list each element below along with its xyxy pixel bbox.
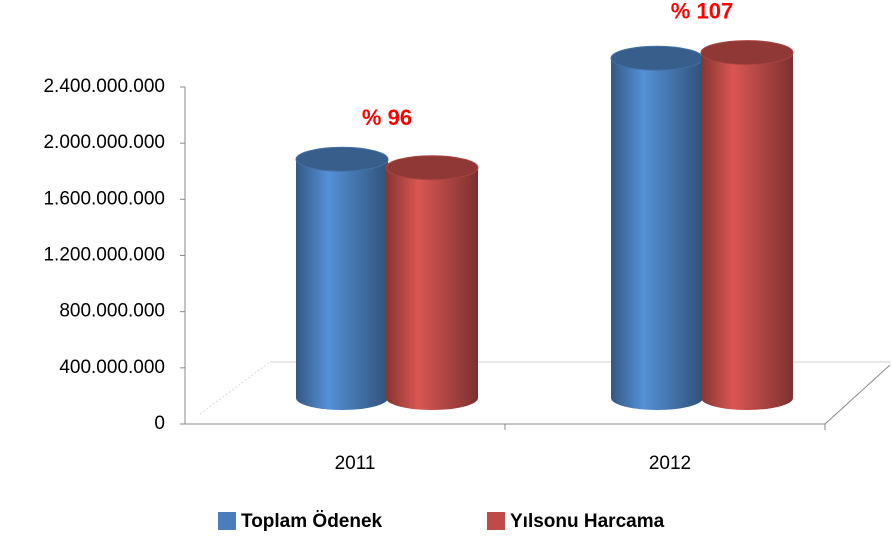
cylinder-top [385,155,479,181]
cylinder [296,159,388,410]
left-floor-edge [199,361,271,415]
x-tick-label: 2011 [335,453,376,474]
y-tick-label: 800.000.000 [59,301,165,322]
cylinder [386,167,478,410]
legend-swatch [218,512,236,530]
y-tick-label: 1.200.000.000 [43,245,165,266]
legend-swatch [487,512,505,530]
cylinder [701,52,793,410]
cylinder [611,58,703,411]
right-floor-edge [824,364,891,425]
cylinder-top [700,40,794,66]
legend-label: Toplam Ödenek [241,511,383,532]
cylinder-top [295,146,389,172]
y-tick-label: 2.000.000.000 [43,132,165,153]
annotation: % 107 [671,0,733,23]
y-tick-label: 1.600.000.000 [43,188,165,209]
y-tick-label: 0 [154,413,165,434]
legend-label: Yılsonu Harcama [510,511,665,532]
cylinder-top [610,45,704,71]
y-tick-label: 400.000.000 [59,357,165,378]
x-tick-label: 2012 [649,453,691,474]
y-tick-label: 2.400.000.000 [43,76,165,97]
annotation: % 96 [362,105,412,130]
